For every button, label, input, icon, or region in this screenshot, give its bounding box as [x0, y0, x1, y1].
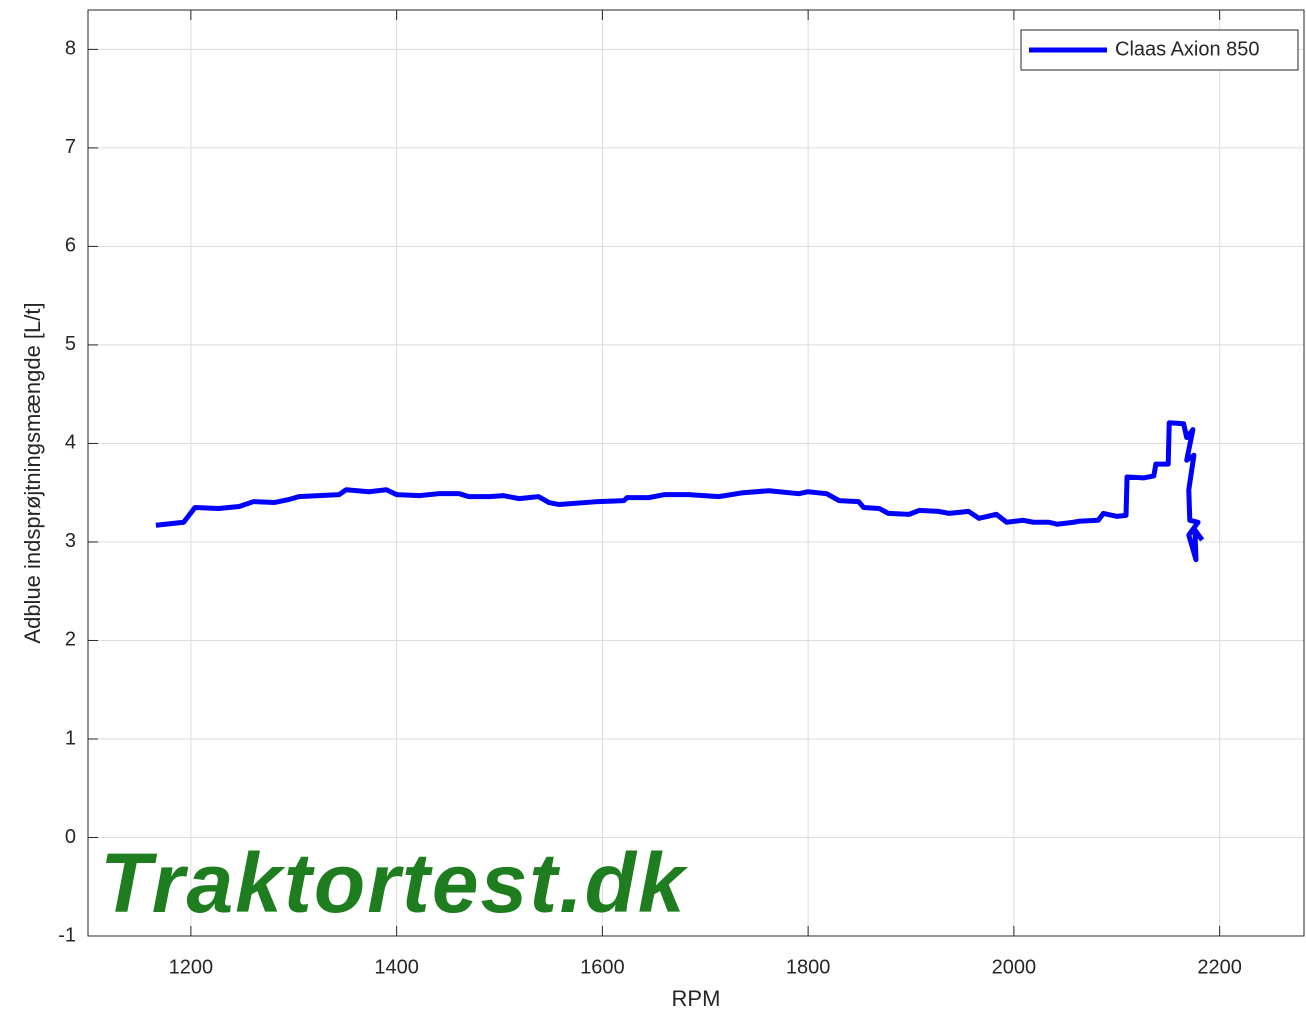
y-axis-label: Adblue indsprøjtningsmængde [L/t] — [20, 302, 45, 643]
watermark: Traktortest.dk — [100, 836, 689, 930]
data-line — [155, 420, 1205, 563]
y-tick-label: 3 — [65, 530, 76, 552]
y-tick-label: 6 — [65, 235, 76, 257]
y-tick-label: -1 — [58, 924, 76, 946]
y-tick-label: 4 — [65, 432, 76, 454]
y-tick-label: 0 — [65, 826, 76, 848]
y-tick-label: 2 — [65, 629, 76, 651]
x-axis-label: RPM — [672, 986, 721, 1011]
x-tick-label: 1800 — [786, 956, 831, 978]
x-tick-label: 1200 — [169, 956, 214, 978]
x-tick-label: 2000 — [992, 956, 1037, 978]
y-tick-label: 1 — [65, 727, 76, 749]
y-tick-label: 5 — [65, 333, 76, 355]
y-tick-label: 8 — [65, 38, 76, 60]
axes-box — [87, 9, 1305, 937]
y-tick-label: 7 — [65, 136, 76, 158]
x-tick-label: 2200 — [1197, 956, 1242, 978]
x-tick-label: 1400 — [374, 956, 419, 978]
legend-label: Claas Axion 850 — [1115, 38, 1260, 60]
x-tick-label: 1600 — [580, 956, 625, 978]
